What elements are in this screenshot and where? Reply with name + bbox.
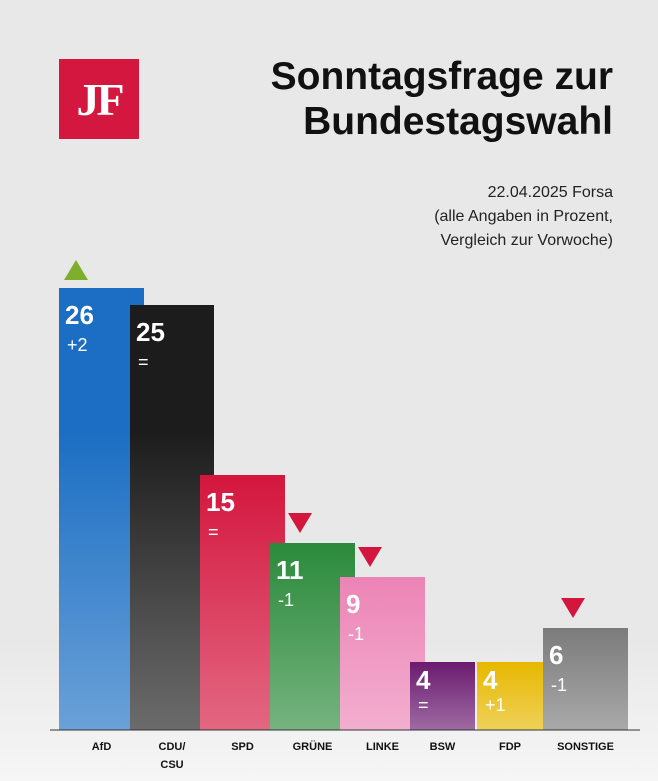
x-tick-label: AfD [91, 741, 112, 753]
change-label: = [418, 695, 429, 715]
title-line: Bundestagswahl [303, 100, 613, 143]
value-label: 11 [276, 555, 304, 585]
x-tick-label: BSW [429, 741, 456, 753]
change-label: -1 [278, 590, 294, 610]
trend-up [64, 260, 88, 280]
x-tick-label: LINKE [366, 741, 399, 753]
value-label: 6 [549, 640, 563, 670]
bar-fade [543, 628, 628, 730]
value-label: 15 [206, 487, 235, 517]
change-label: = [208, 522, 219, 542]
trend-down [561, 598, 585, 618]
trend-down [288, 513, 312, 533]
change-label: = [138, 352, 149, 372]
x-tick-label: FDP [499, 741, 521, 753]
subtitle: 22.04.2025 Forsa (alle Angaben in Prozen… [434, 181, 613, 253]
value-label: 9 [346, 589, 360, 619]
bar-fade [59, 430, 144, 730]
subtitle-line: (alle Angaben in Prozent, [434, 208, 613, 225]
x-tick-label: GRÜNE [292, 741, 333, 753]
value-label: 26 [65, 300, 94, 330]
value-label: 4 [483, 665, 498, 695]
change-label: -1 [348, 624, 364, 644]
bar-fade [410, 662, 475, 730]
subtitle-line: Vergleich zur Vorwoche) [440, 232, 613, 249]
title-line: Sonntagsfrage zur [270, 55, 613, 98]
change-label: +2 [67, 335, 88, 355]
logo: JF [59, 59, 139, 139]
x-tick-label: SPD [231, 741, 254, 753]
change-label: +1 [485, 695, 506, 715]
x-tick-label: CDU/ CSU [158, 741, 186, 771]
chart-title: Sonntagsfrage zur Bundestagswahl [271, 54, 613, 144]
x-tick-label: SONSTIGE [557, 741, 614, 753]
value-label: 25 [136, 317, 165, 347]
trend-down [358, 547, 382, 567]
value-label: 4 [416, 665, 431, 695]
change-label: -1 [551, 675, 567, 695]
subtitle-line: 22.04.2025 Forsa [487, 184, 613, 201]
bar-fade [477, 662, 543, 730]
